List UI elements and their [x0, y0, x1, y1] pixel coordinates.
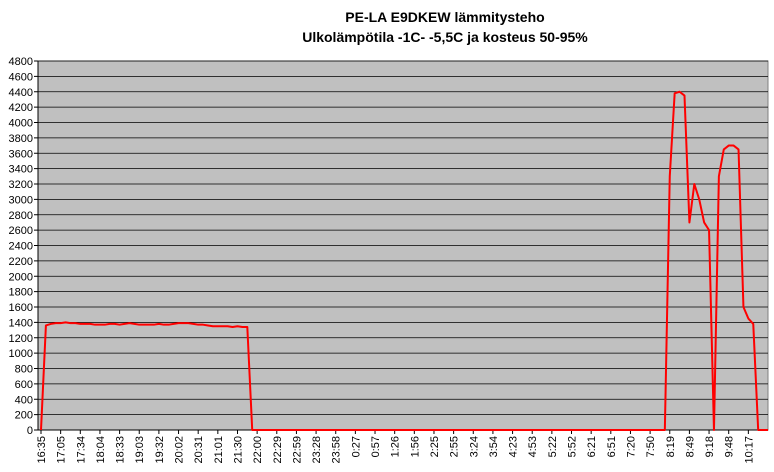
x-tick-label: 1:56: [409, 436, 421, 457]
y-tick-label: 1400: [9, 317, 33, 329]
x-tick-label: 20:02: [174, 436, 186, 464]
x-tick-label: 2:55: [449, 436, 461, 457]
x-tick-label: 22:59: [291, 436, 303, 464]
x-tick-label: 4:23: [508, 436, 520, 457]
y-tick-label: 4400: [9, 87, 33, 99]
y-tick-label: 3800: [9, 133, 33, 145]
x-tick-label: 22:00: [252, 436, 264, 464]
y-tick-label: 2400: [9, 241, 33, 253]
x-tick-label: 7:20: [625, 436, 637, 457]
y-tick-label: 2800: [9, 210, 33, 222]
x-tick-label: 22:29: [272, 436, 284, 464]
x-tick-label: 16:35: [36, 436, 48, 464]
y-tick-label: 600: [15, 379, 33, 391]
y-tick-label: 4000: [9, 118, 33, 130]
x-tick-label: 2:25: [429, 436, 441, 457]
x-tick-label: 20:31: [193, 436, 205, 464]
y-tick-label: 4600: [9, 71, 33, 83]
x-tick-label: 6:51: [606, 436, 618, 457]
x-tick-label: 8:19: [665, 436, 677, 457]
y-tick-label: 4800: [9, 56, 33, 68]
x-tick-label: 5:52: [567, 436, 579, 457]
x-tick-label: 9:18: [704, 436, 716, 457]
x-tick-label: 21:01: [213, 436, 225, 464]
x-tick-label: 4:53: [527, 436, 539, 457]
x-tick-label: 19:32: [154, 436, 166, 464]
x-tick-label: 6:21: [586, 436, 598, 457]
y-tick-label: 0: [27, 425, 33, 437]
x-tick-label: 1:26: [390, 436, 402, 457]
y-tick-label: 3400: [9, 164, 33, 176]
x-tick-label: 18:33: [115, 436, 127, 464]
x-tick-label: 7:50: [645, 436, 657, 457]
y-tick-label: 800: [15, 364, 33, 376]
y-tick-label: 1800: [9, 287, 33, 299]
x-tick-label: 17:05: [56, 436, 68, 464]
x-tick-label: 10:17: [743, 436, 755, 464]
y-tick-label: 3600: [9, 148, 33, 160]
x-tick-label: 3:54: [488, 436, 500, 457]
y-tick-label: 2600: [9, 225, 33, 237]
x-tick-label: 0:57: [370, 436, 382, 457]
y-tick-label: 400: [15, 394, 33, 406]
y-tick-label: 2200: [9, 256, 33, 268]
chart-title: PE-LA E9DKEW lämmitysteho: [345, 9, 544, 25]
y-tick-label: 3000: [9, 194, 33, 206]
x-tick-label: 23:58: [331, 436, 343, 464]
x-tick-label: 17:34: [75, 436, 87, 464]
x-tick-label: 18:04: [95, 436, 107, 464]
x-tick-label: 5:22: [547, 436, 559, 457]
chart-subtitle: Ulkolämpötila -1C- -5,5C ja kosteus 50-9…: [302, 29, 588, 45]
x-tick-label: 3:24: [468, 436, 480, 457]
y-tick-label: 3200: [9, 179, 33, 191]
x-tick-label: 8:49: [684, 436, 696, 457]
x-tick-label: 23:28: [311, 436, 323, 464]
x-tick-label: 9:48: [724, 436, 736, 457]
x-tick-label: 0:27: [350, 436, 362, 457]
y-tick-label: 200: [15, 410, 33, 422]
x-tick-label: 19:03: [134, 436, 146, 464]
y-tick-label: 2000: [9, 271, 33, 283]
series-line: [40, 90, 768, 431]
x-tick-label: 21:30: [232, 436, 244, 464]
y-tick-label: 1200: [9, 333, 33, 345]
y-tick-label: 1000: [9, 348, 33, 360]
y-tick-label: 1600: [9, 302, 33, 314]
y-tick-label: 4200: [9, 102, 33, 114]
